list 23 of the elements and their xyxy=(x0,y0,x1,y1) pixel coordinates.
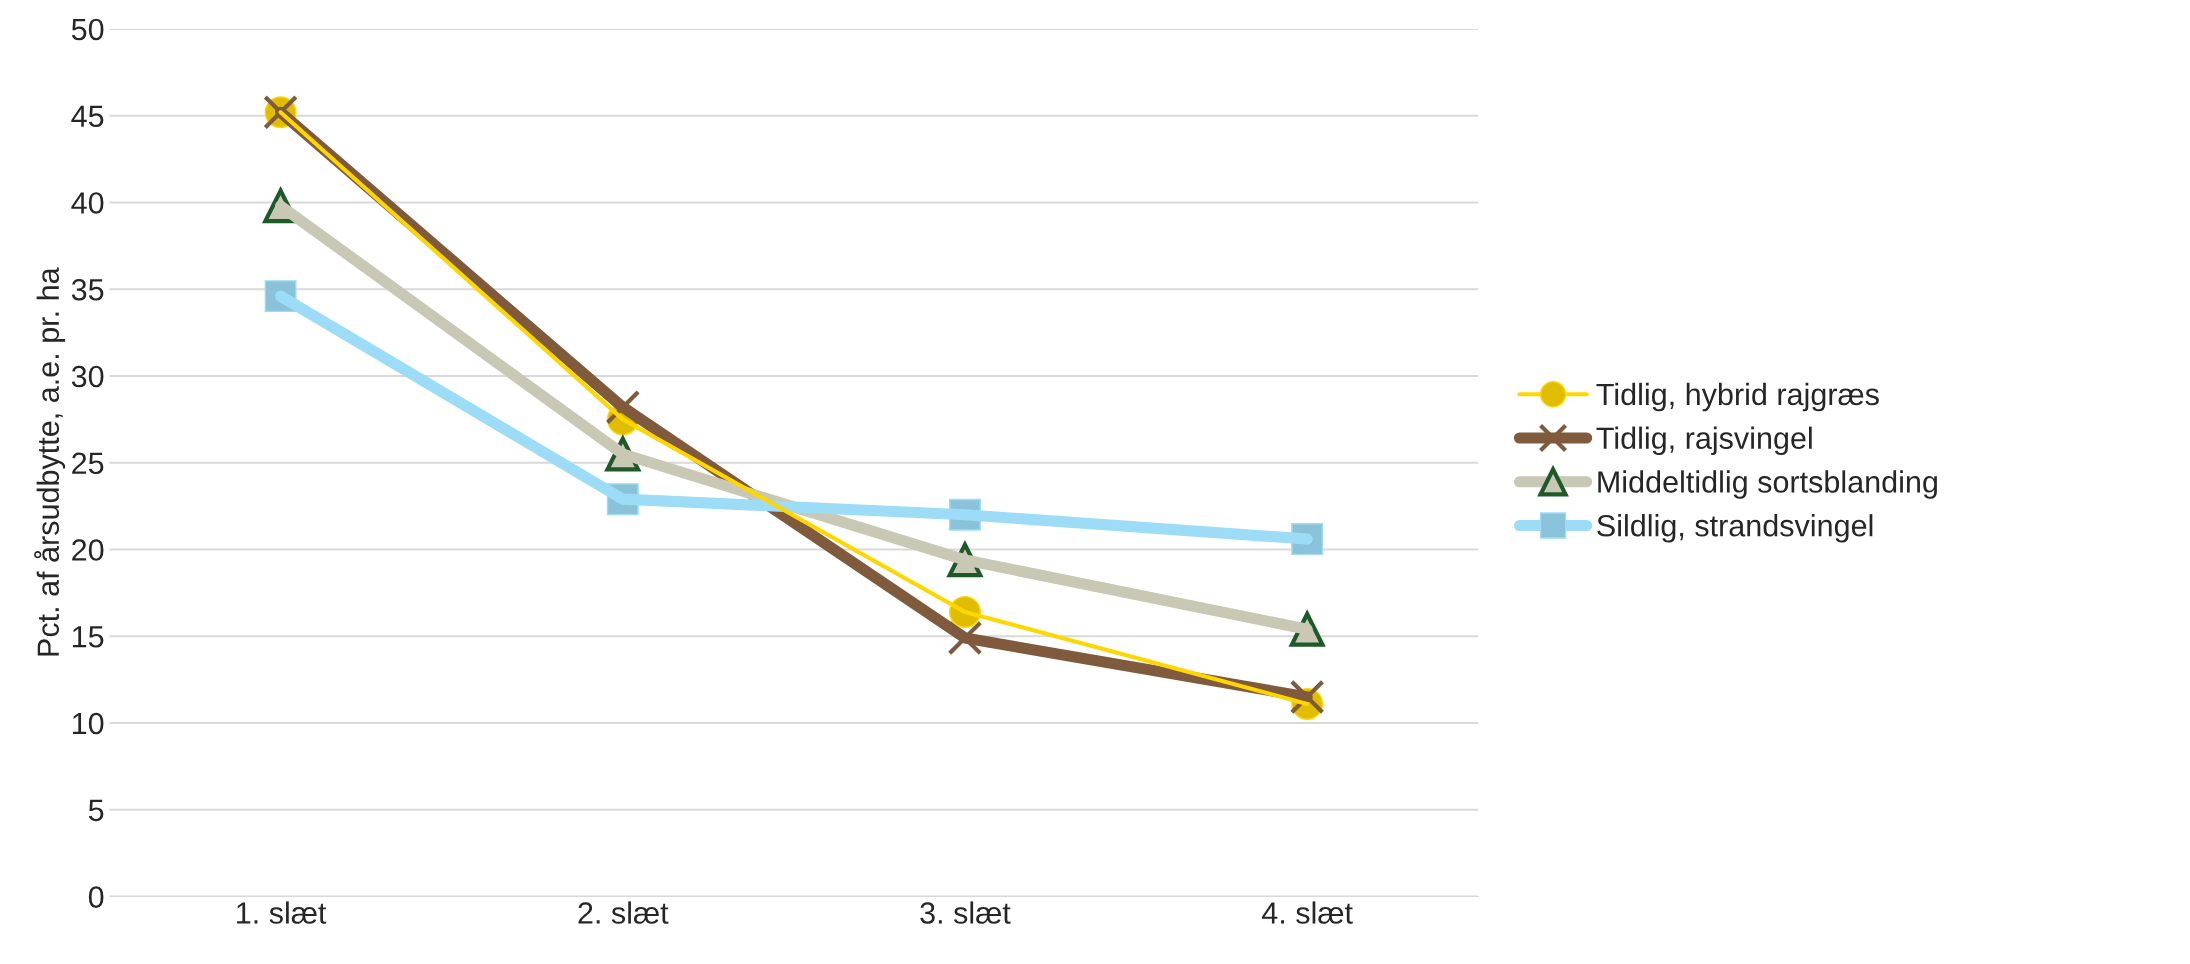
x-tick-label: 2. slæt xyxy=(578,901,669,924)
y-tick-label: 10 xyxy=(72,712,104,735)
y-tick-label: 20 xyxy=(72,539,104,561)
legend-label: Sildlig, strandsvingel xyxy=(1597,514,1873,543)
legend-label: Tidlig, rajsvingel xyxy=(1596,426,1812,456)
point xyxy=(1289,679,1325,715)
y-tick-label: 35 xyxy=(71,278,104,301)
y-tick-label: 25 xyxy=(72,452,104,475)
legend-label: Tidlig, hybrid rajgræs xyxy=(1596,382,1879,412)
y-tick-label: 0 xyxy=(88,886,104,908)
x-tick-label: 3. slæt xyxy=(920,901,1011,924)
y-tick-label: 40 xyxy=(71,192,104,214)
y-tick-label: 30 xyxy=(71,365,104,388)
legend-label: Middeltidlig sortsblanding xyxy=(1598,470,1937,499)
point xyxy=(947,620,983,656)
y-tick-label: 50 xyxy=(71,18,104,41)
y-tick-label: 5 xyxy=(88,799,104,822)
x-tick-label: 4. slæt xyxy=(1262,901,1353,924)
point xyxy=(605,389,641,425)
x-tick-label: 1. slæt xyxy=(237,901,327,924)
y-axis-title: Pct. af årsudbytte, a.e. pr. ha xyxy=(34,267,66,656)
y-tick-label: 15 xyxy=(72,626,104,648)
y-tick-label: 45 xyxy=(71,105,104,128)
